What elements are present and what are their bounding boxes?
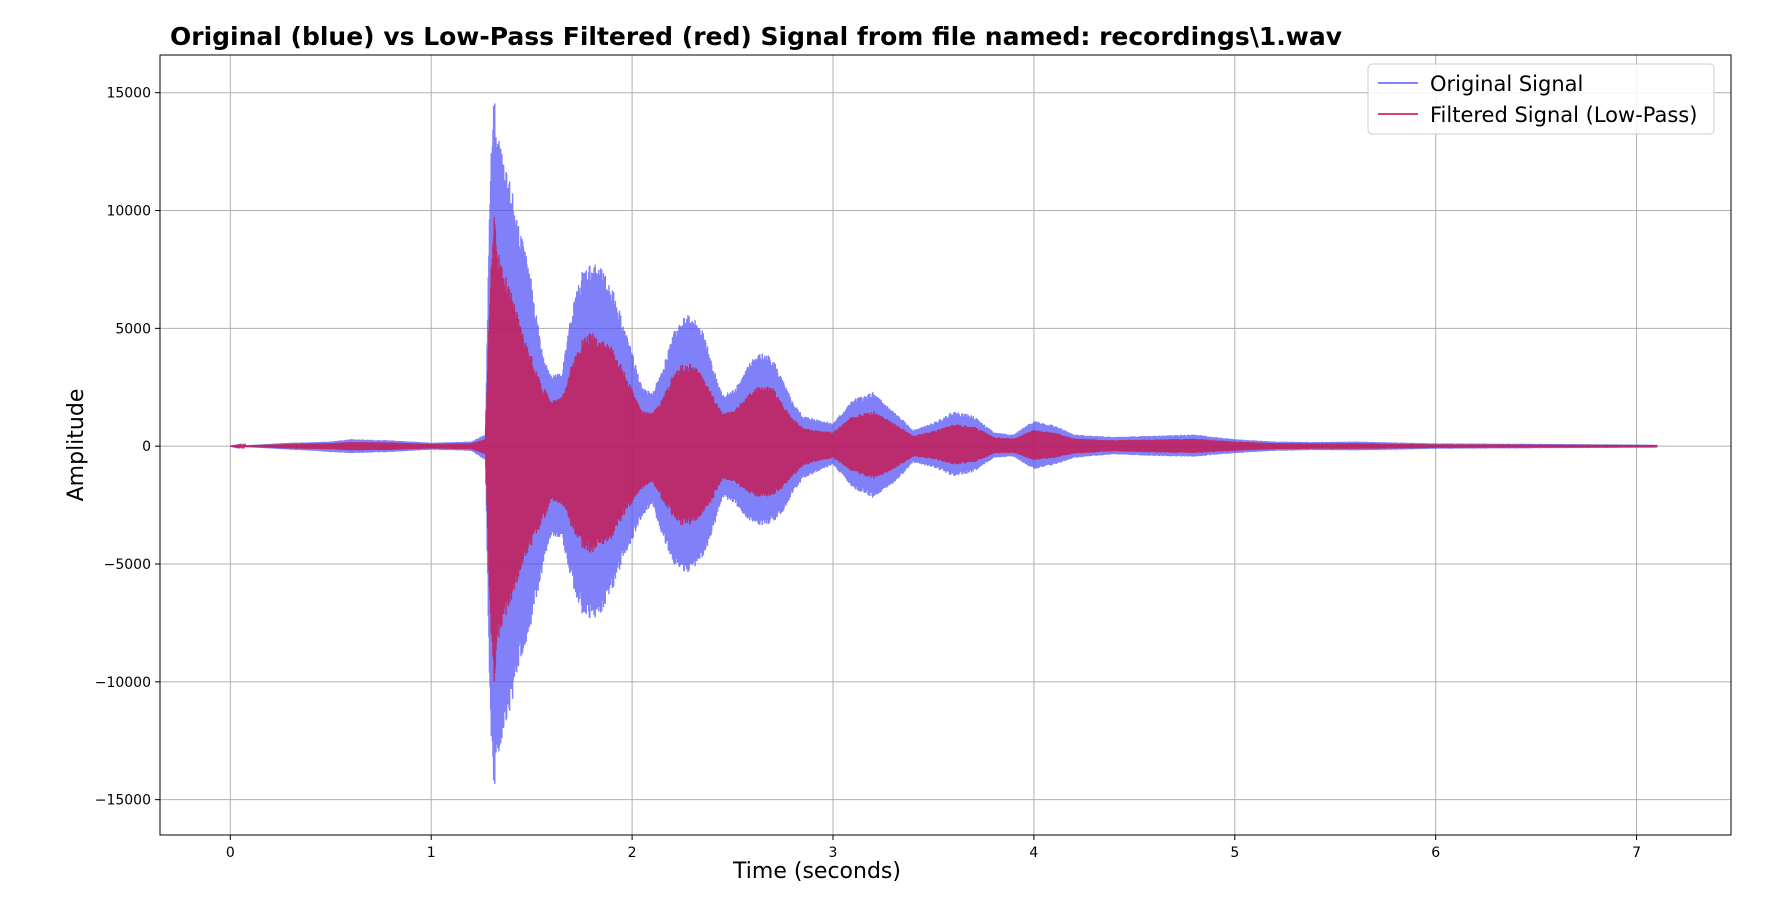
x-tick-label: 5 — [1230, 845, 1239, 861]
y-tick-label: −10000 — [95, 675, 151, 691]
grid — [160, 55, 1731, 835]
x-tick-label: 4 — [1029, 845, 1038, 861]
y-axis-label: Amplitude — [64, 389, 89, 502]
plot-frame — [159, 54, 1732, 836]
x-tick-label: 0 — [226, 845, 235, 861]
y-axis: −15000 −10000 −5000 0 5000 10000 15000 — [95, 86, 160, 809]
y-tick-label: 0 — [142, 439, 151, 455]
x-tick-label: 1 — [427, 845, 436, 861]
x-axis-label: Time (seconds) — [732, 859, 901, 884]
series-layer — [230, 103, 1658, 785]
legend: Original Signal Filtered Signal (Low-Pass… — [1367, 63, 1715, 135]
y-tick-label: −5000 — [104, 557, 151, 573]
x-tick-label: 2 — [628, 845, 637, 861]
x-tick-label: 6 — [1431, 845, 1440, 861]
legend-label: Original Signal — [1430, 72, 1583, 96]
y-tick-label: 5000 — [115, 321, 151, 337]
y-tick-label: −15000 — [95, 793, 151, 809]
y-tick-label: 10000 — [106, 204, 151, 220]
x-axis: 0 1 2 3 4 5 6 7 — [226, 835, 1641, 861]
x-tick-label: 7 — [1632, 845, 1641, 861]
legend-box — [1367, 63, 1715, 135]
chart-title: Original (blue) vs Low-Pass Filtered (re… — [170, 22, 1342, 51]
series-line-original — [230, 103, 1658, 785]
legend-label: Filtered Signal (Low-Pass) — [1430, 103, 1697, 127]
series-line-filtered — [230, 216, 1658, 682]
y-tick-label: 15000 — [106, 86, 151, 102]
x-tick-label: 3 — [829, 845, 838, 861]
